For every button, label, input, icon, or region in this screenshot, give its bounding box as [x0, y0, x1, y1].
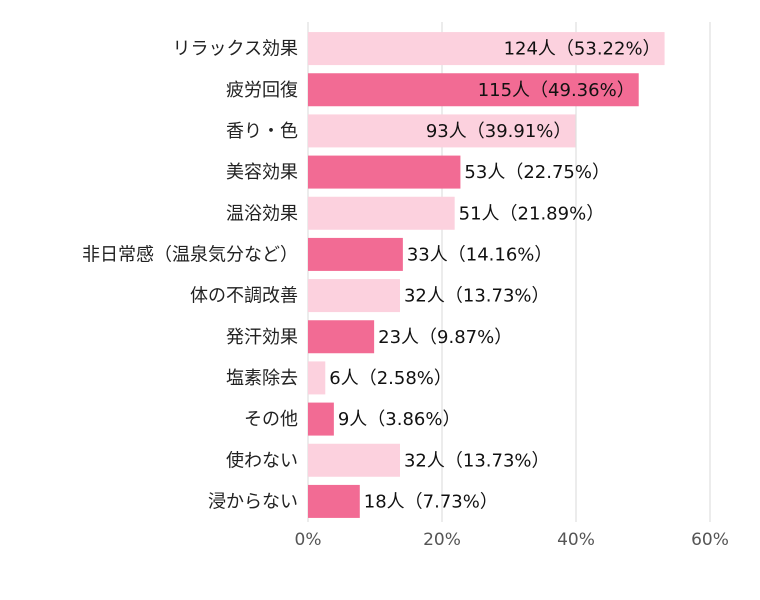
data-label: 32人（13.73%） [404, 450, 550, 471]
bar [308, 484, 360, 518]
data-label: 6人（2.58%） [329, 368, 452, 389]
x-tick-label: 20% [423, 530, 461, 550]
bar [308, 279, 400, 313]
data-label: 115人（49.36%） [478, 80, 635, 101]
bar [308, 443, 400, 477]
x-tick-label: 0% [295, 530, 322, 550]
y-tick-label: 温浴効果 [226, 203, 298, 224]
y-tick-label: 香り・色 [226, 121, 298, 142]
bar [308, 361, 326, 395]
data-label: 51人（21.89%） [459, 203, 605, 224]
y-tick-label: 疲労回復 [226, 80, 298, 101]
bar [308, 320, 375, 354]
data-label: 93人（39.91%） [426, 121, 572, 142]
y-tick-label: 非日常感（温泉気分など） [82, 244, 298, 265]
y-tick-label: リラックス効果 [173, 39, 298, 60]
x-tick-label: 60% [691, 530, 729, 550]
y-tick-label: 発汗効果 [226, 327, 298, 348]
y-tick-label: 美容効果 [226, 162, 298, 183]
data-label: 9人（3.86%） [338, 409, 461, 430]
data-label: 53人（22.75%） [464, 162, 610, 183]
y-tick-label: 塩素除去 [226, 368, 298, 389]
bar [308, 237, 403, 271]
x-tick-label: 40% [557, 530, 595, 550]
bar [308, 114, 576, 148]
y-tick-label: 浸からない [208, 491, 298, 512]
bar [308, 196, 455, 230]
y-tick-label: 体の不調改善 [190, 286, 298, 307]
data-label: 23人（9.87%） [378, 327, 512, 348]
y-tick-label: その他 [244, 409, 298, 430]
data-label: 33人（14.16%） [407, 244, 553, 265]
bar [308, 32, 665, 66]
data-label: 32人（13.73%） [404, 286, 550, 307]
bar [308, 155, 461, 189]
data-label: 18人（7.73%） [364, 491, 498, 512]
data-label: 124人（53.22%） [504, 39, 661, 60]
bar [308, 402, 334, 436]
y-tick-label: 使わない [226, 450, 298, 471]
bar [308, 73, 639, 107]
